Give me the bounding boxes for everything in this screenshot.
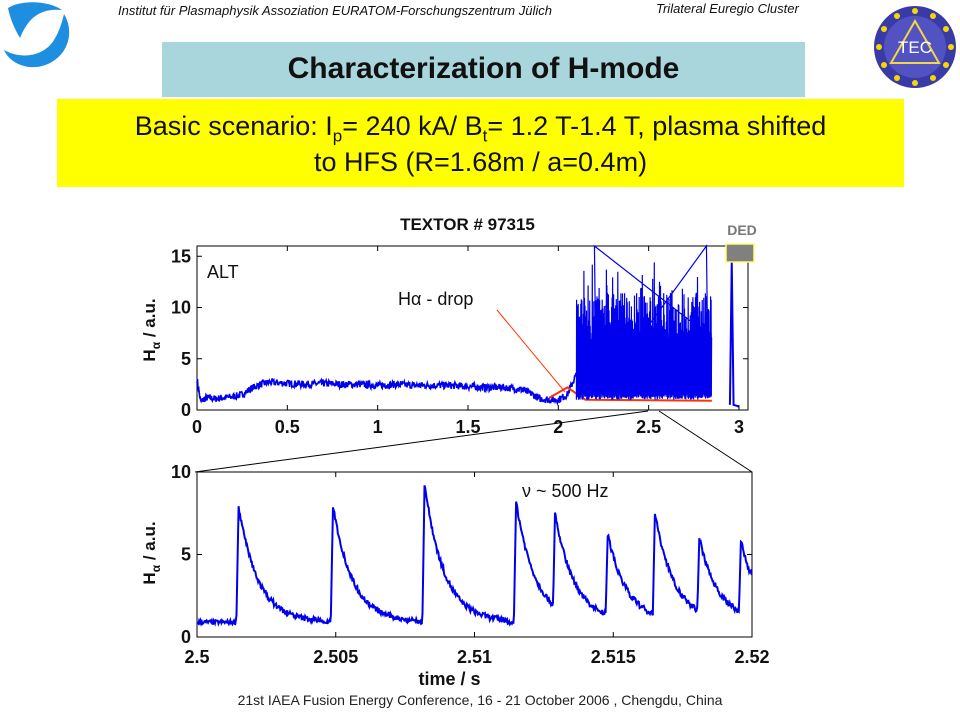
y-tick-label-bottom: 0 <box>181 627 191 647</box>
tec-logo-text: TEC <box>898 38 932 57</box>
ipp-logo <box>0 0 78 72</box>
h-alpha-drop-annotation: Hα - drop <box>398 289 473 309</box>
x-tick-label-top: 3 <box>734 417 744 437</box>
scenario-line-1: Basic scenario: Ip= 240 kA/ Bt= 1.2 T-1.… <box>57 111 904 146</box>
slide-title: Characterization of H-mode <box>287 52 680 85</box>
x-tick-label-bottom: 2.5 <box>184 647 209 667</box>
series-line-zoom <box>196 485 753 627</box>
tec-star-ring-icon: TEC <box>874 6 956 88</box>
elm-envelope-fill <box>576 333 712 397</box>
y-tick-label-top: 15 <box>171 246 191 266</box>
y-tick-label-bottom: 5 <box>181 545 191 565</box>
y-axis-label-top: Hα / a.u. <box>140 298 163 361</box>
frequency-annotation: ν ~ 500 Hz <box>522 481 609 501</box>
x-tick-label-top: 2.5 <box>636 417 661 437</box>
x-tick-label-bottom: 2.51 <box>457 647 492 667</box>
ded-window-marker <box>725 243 755 263</box>
y-tick-label-top: 10 <box>171 298 191 318</box>
x-tick-label-top: 2 <box>553 417 563 437</box>
y-tick-label-bottom: 10 <box>171 462 191 482</box>
alt-annotation: ALT <box>207 262 239 282</box>
x-tick-label-top: 1.5 <box>455 417 480 437</box>
series-line-end <box>728 261 740 408</box>
conference-footer: 21st IAEA Fusion Energy Conference, 16 -… <box>237 692 723 708</box>
x-axis-label-bottom: time / s <box>418 669 480 689</box>
chart-title-top: TEXTOR # 97315 <box>400 215 535 234</box>
y-tick-label-top: 5 <box>181 349 191 369</box>
y-tick-label-top: 0 <box>181 400 191 420</box>
ded-label: DED <box>727 222 757 238</box>
scenario-sub-t: t <box>482 126 488 146</box>
plot-frame-top <box>196 245 749 411</box>
series-line-baseline <box>196 372 577 407</box>
institute-name: Institut für Plasmaphysik Assoziation EU… <box>118 3 552 18</box>
scenario-text-a: Basic scenario: I <box>134 111 333 141</box>
tec-logo: TEC <box>872 4 958 90</box>
scenario-box: Basic scenario: Ip= 240 kA/ Bt= 1.2 T-1.… <box>57 99 904 187</box>
scenario-text-b: = 240 kA/ B <box>342 111 483 141</box>
x-tick-label-top: 1 <box>373 417 383 437</box>
x-tick-label-top: 0 <box>192 417 202 437</box>
title-banner: Characterization of H-mode <box>162 42 805 97</box>
scenario-sub-p: p <box>332 126 343 146</box>
ipp-logo-icon <box>4 2 70 68</box>
zoom-connector-left <box>194 410 649 473</box>
y-axis-label-bottom: Hα / a.u. <box>140 521 163 584</box>
scenario-line-2: to HFS (R=1.68m / a=0.4m) <box>313 147 648 177</box>
scenario-text-c: = 1.2 T-1.4 T, plasma shifted <box>487 111 827 141</box>
x-tick-label-bottom: 2.505 <box>313 647 358 667</box>
cluster-name: Trilateral Euregio Cluster <box>656 1 799 16</box>
x-tick-label-bottom: 2.52 <box>734 647 769 667</box>
x-tick-label-top: 0.5 <box>275 417 300 437</box>
x-tick-label-bottom: 2.515 <box>591 647 636 667</box>
zoom-connector-right <box>658 410 753 473</box>
drop-pointer-line <box>496 309 566 393</box>
